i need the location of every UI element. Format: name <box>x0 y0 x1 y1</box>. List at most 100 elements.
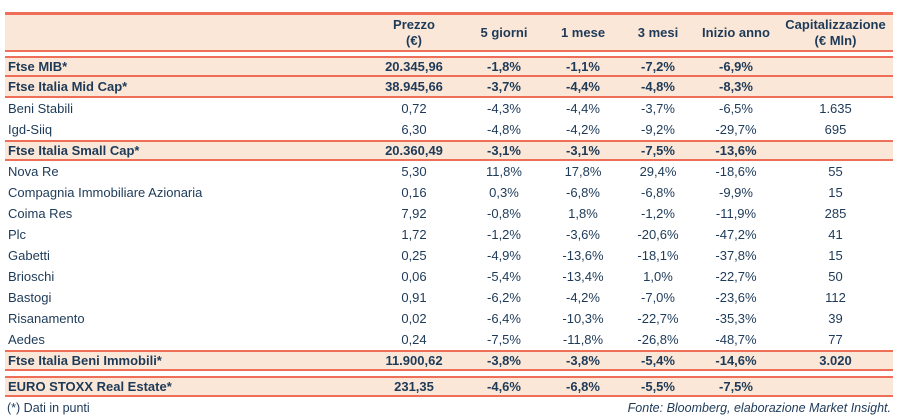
cell-3-mesi: -26,8% <box>637 332 679 347</box>
table-header-row: Prezzo (€) 5 giorni 1 mese 3 mesi Inizio… <box>5 12 893 52</box>
cell-5-giorni: -4,6% <box>487 379 521 394</box>
cell-5-giorni: -4,3% <box>487 101 521 116</box>
cell-inizio-anno: -14,6% <box>715 353 757 368</box>
column-header-prezzo: Prezzo (€) <box>364 17 464 48</box>
table-row: Brioschi 0,06 -5,4% -13,4% 1,0% -22,7% 5… <box>5 266 893 287</box>
table-row: Ftse Italia Small Cap* 20.360,49 -3,1% -… <box>5 140 893 161</box>
cell-3-mesi: -20,6% <box>637 227 679 242</box>
cell-inizio-anno: -47,2% <box>715 227 757 242</box>
column-header-capitalizzazione: Capitalizzazione (€ Mln) <box>778 17 893 48</box>
cell-prezzo: 7,92 <box>401 206 427 221</box>
cell-1-mese: -3,1% <box>566 143 600 158</box>
cell-5-giorni: -1,2% <box>487 227 521 242</box>
cell-3-mesi: -7,5% <box>641 143 675 158</box>
table-row: Igd-Siiq 6,30 -4,8% -4,2% -9,2% -29,7% 6… <box>5 119 893 140</box>
cell-1-mese: -1,1% <box>566 59 600 74</box>
column-header-1-mese: 1 mese <box>544 25 622 41</box>
table-row: EURO STOXX Real Estate* 231,35 -4,6% -6,… <box>5 376 893 397</box>
table-row: Ftse Italia Mid Cap* 38.945,66 -3,7% -4,… <box>5 77 893 98</box>
cell-1-mese: -10,3% <box>562 311 604 326</box>
column-header-5-giorni: 5 giorni <box>464 25 544 41</box>
cell-3-mesi: -9,2% <box>641 122 675 137</box>
cell-5-giorni: -5,4% <box>487 269 521 284</box>
cell-instrument-name: Nova Re <box>8 164 59 179</box>
table-footer: (*) Dati in punti Fonte: Bloomberg, elab… <box>5 397 893 415</box>
column-header-label: 3 mesi <box>637 24 679 40</box>
cell-3-mesi: -4,8% <box>641 79 675 94</box>
cell-instrument-name: Ftse MIB* <box>8 59 68 74</box>
cell-3-mesi: -3,7% <box>641 101 675 116</box>
cell-inizio-anno: -23,6% <box>715 290 757 305</box>
cell-5-giorni: -1,8% <box>487 59 521 74</box>
column-header-label: 5 giorni <box>480 24 528 40</box>
cell-instrument-name: Ftse Italia Mid Cap* <box>8 79 128 94</box>
table-row: Ftse Italia Beni Immobili* 11.900,62 -3,… <box>5 350 893 371</box>
cell-prezzo: 231,35 <box>394 379 434 394</box>
table-row: Ftse MIB* 20.345,96 -1,8% -1,1% -7,2% -6… <box>5 56 893 77</box>
table-body: Ftse MIB* 20.345,96 -1,8% -1,1% -7,2% -6… <box>5 56 893 397</box>
cell-inizio-anno: -18,6% <box>715 164 757 179</box>
cell-1-mese: -6,8% <box>566 185 600 200</box>
cell-1-mese: -13,6% <box>562 248 604 263</box>
cell-3-mesi: -18,1% <box>637 248 679 263</box>
cell-capitalizzazione: 112 <box>825 290 846 305</box>
cell-prezzo: 11.900,62 <box>385 353 443 368</box>
cell-3-mesi: -5,4% <box>641 353 675 368</box>
column-header-label: Inizio anno <box>702 24 770 40</box>
cell-3-mesi: -5,5% <box>641 379 675 394</box>
cell-5-giorni: -3,1% <box>487 143 521 158</box>
cell-3-mesi: -7,2% <box>641 59 675 74</box>
cell-instrument-name: Coima Res <box>8 206 73 221</box>
column-header-sublabel: (€) <box>406 32 422 48</box>
cell-3-mesi: 29,4% <box>639 164 677 179</box>
table-row: Gabetti 0,25 -4,9% -13,6% -18,1% -37,8% … <box>5 245 893 266</box>
cell-5-giorni: -6,2% <box>487 290 521 305</box>
table-row: Compagnia Immobiliare Azionaria 0,16 0,3… <box>5 182 893 203</box>
cell-1-mese: 17,8% <box>564 164 602 179</box>
cell-instrument-name: Igd-Siiq <box>8 122 53 137</box>
cell-5-giorni: -4,9% <box>487 248 521 263</box>
cell-capitalizzazione: 15 <box>828 185 843 200</box>
cell-instrument-name: Risanamento <box>8 311 85 326</box>
cell-prezzo: 0,16 <box>401 185 427 200</box>
table-band-gap <box>5 371 893 376</box>
cell-capitalizzazione: 15 <box>828 248 843 263</box>
column-header-sublabel: (€ Mln) <box>814 32 857 48</box>
table-row: Beni Stabili 0,72 -4,3% -4,4% -3,7% -6,5… <box>5 98 893 119</box>
cell-capitalizzazione: 55 <box>828 164 843 179</box>
cell-capitalizzazione: 695 <box>824 122 847 137</box>
cell-capitalizzazione: 41 <box>828 227 843 242</box>
cell-prezzo: 38.945,66 <box>385 79 443 94</box>
cell-1-mese: -4,4% <box>566 79 600 94</box>
cell-5-giorni: -4,8% <box>487 122 521 137</box>
cell-inizio-anno: -9,9% <box>719 185 753 200</box>
cell-capitalizzazione: 1.635 <box>819 101 852 116</box>
cell-instrument-name: Brioschi <box>8 269 55 284</box>
table-row: Nova Re 5,30 11,8% 17,8% 29,4% -18,6% 55 <box>5 161 893 182</box>
cell-prezzo: 0,06 <box>401 269 427 284</box>
cell-prezzo: 20.345,96 <box>385 59 443 74</box>
header-body-gap <box>5 52 893 56</box>
cell-5-giorni: 11,8% <box>486 164 522 179</box>
cell-3-mesi: -6,8% <box>641 185 675 200</box>
cell-instrument-name: Plc <box>8 227 27 242</box>
cell-inizio-anno: -29,7% <box>715 122 757 137</box>
column-header-label: Capitalizzazione <box>785 16 886 32</box>
cell-instrument-name: Gabetti <box>8 248 50 263</box>
cell-instrument-name: Aedes <box>8 332 45 347</box>
cell-prezzo: 0,24 <box>401 332 427 347</box>
column-header-inizio-anno: Inizio anno <box>694 25 778 41</box>
source-credit: Fonte: Bloomberg, elaborazione Market In… <box>627 401 891 415</box>
cell-capitalizzazione: 39 <box>828 311 843 326</box>
cell-inizio-anno: -37,8% <box>715 248 757 263</box>
cell-inizio-anno: -13,6% <box>715 143 757 158</box>
cell-inizio-anno: -6,5% <box>719 101 753 116</box>
cell-inizio-anno: -11,9% <box>715 206 757 221</box>
table-row: Aedes 0,24 -7,5% -11,8% -26,8% -48,7% 77 <box>5 329 893 350</box>
cell-1-mese: -3,8% <box>566 353 600 368</box>
cell-prezzo: 0,72 <box>401 101 427 116</box>
cell-instrument-name: Compagnia Immobiliare Azionaria <box>8 185 203 200</box>
cell-1-mese: -4,2% <box>566 122 600 137</box>
cell-inizio-anno: -35,3% <box>715 311 757 326</box>
